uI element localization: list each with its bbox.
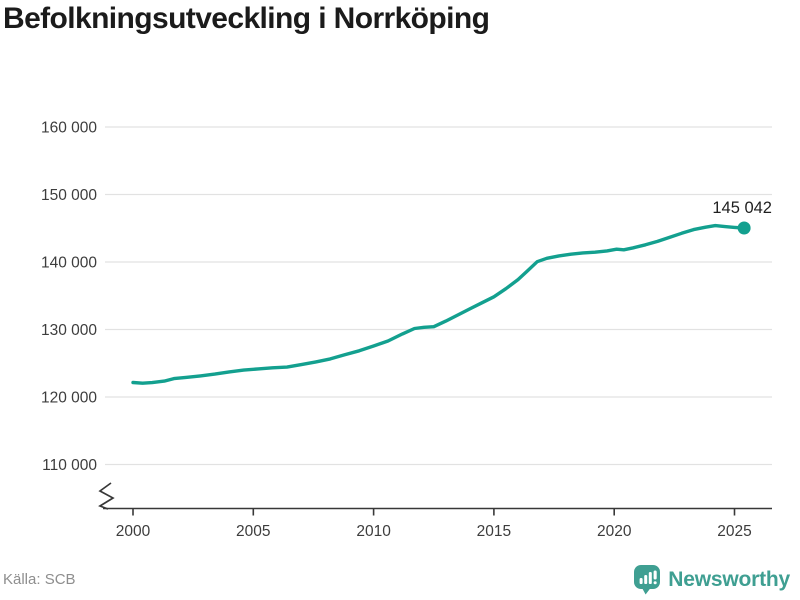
latest-value-label: 145 042 <box>712 199 772 217</box>
source-note: Källa: SCB <box>3 571 76 588</box>
y-axis-tick-label: 130 000 <box>41 322 97 339</box>
y-axis-tick-label: 140 000 <box>41 254 97 271</box>
y-axis-tick-label: 160 000 <box>41 119 97 136</box>
y-axis-tick-label: 110 000 <box>42 457 97 474</box>
population-line-chart: 160 000 150 000 140 000 130 000 120 000 110 0… <box>41 119 772 540</box>
x-axis-tick-label: 2025 <box>717 523 751 540</box>
newsworthy-wordmark: Newsworthy <box>668 567 790 591</box>
y-axis-tick-label: 150 000 <box>41 187 97 204</box>
latest-point-marker <box>737 221 751 235</box>
y-axis-break-icon <box>98 482 115 510</box>
x-axis-tick-label: 2015 <box>477 523 511 540</box>
chart-title: Befolkningsutveckling i Norrköping <box>3 2 490 35</box>
x-axis-tick-label: 2005 <box>236 523 270 540</box>
x-axis-tick-label: 2020 <box>597 523 632 540</box>
population-series-line <box>131 223 746 385</box>
y-axis-tick-label: 120 000 <box>41 389 97 406</box>
x-axis-tick-label: 2000 <box>116 523 151 540</box>
newsworthy-logo[interactable]: Newsworthy <box>633 564 790 595</box>
x-axis-tick-label: 2010 <box>356 523 391 540</box>
newsworthy-bubble-chart-icon <box>634 565 661 595</box>
